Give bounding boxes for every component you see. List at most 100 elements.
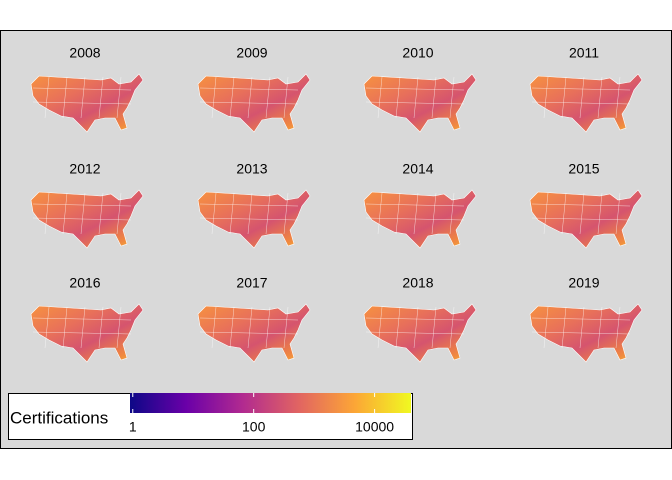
state-border	[98, 192, 104, 235]
state-border	[199, 331, 299, 335]
state-border	[80, 306, 86, 349]
panel-title: 2013	[236, 161, 267, 177]
state-border	[265, 76, 271, 119]
state-border	[247, 76, 253, 119]
colorbar-tick-label: 10000	[355, 419, 394, 435]
state-border	[199, 203, 299, 207]
state-border	[531, 217, 631, 221]
state-border	[413, 76, 419, 119]
legend-title: Certifications	[10, 408, 108, 427]
state-border	[365, 203, 465, 207]
state-border	[531, 203, 631, 207]
state-border	[431, 306, 437, 349]
state-border	[32, 217, 132, 221]
state-border	[395, 192, 401, 235]
state-border	[449, 76, 455, 119]
state-border	[199, 87, 299, 91]
colorbar	[130, 393, 411, 413]
state-border	[597, 192, 603, 235]
state-border	[44, 306, 50, 349]
state-border	[561, 306, 567, 349]
state-border	[98, 76, 104, 119]
state-border	[32, 317, 132, 321]
panel-title: 2010	[402, 45, 433, 61]
state-border	[265, 306, 271, 349]
state-border	[449, 192, 455, 235]
panel-title: 2018	[402, 275, 433, 291]
state-border	[449, 306, 455, 349]
state-border	[80, 76, 86, 119]
state-border	[531, 101, 631, 105]
panel-title: 2008	[69, 45, 100, 61]
state-border	[283, 76, 289, 119]
state-border	[597, 76, 603, 119]
state-border	[597, 306, 603, 349]
state-border	[615, 192, 621, 235]
state-border	[395, 306, 401, 349]
state-border	[116, 306, 122, 349]
state-border	[32, 331, 132, 335]
panel-title: 2017	[236, 275, 267, 291]
state-border	[561, 76, 567, 119]
state-border	[283, 306, 289, 349]
panel-title: 2016	[69, 275, 100, 291]
state-border	[80, 192, 86, 235]
state-border	[62, 76, 68, 119]
state-border	[199, 317, 299, 321]
state-border	[543, 76, 549, 119]
state-border	[431, 192, 437, 235]
state-border	[365, 87, 465, 91]
state-border	[615, 76, 621, 119]
panel-title: 2019	[568, 275, 599, 291]
state-border	[615, 306, 621, 349]
state-border	[579, 192, 585, 235]
state-border	[32, 203, 132, 207]
state-border	[247, 306, 253, 349]
state-border	[413, 192, 419, 235]
state-border	[211, 76, 217, 119]
state-border	[543, 306, 549, 349]
panel-title: 2009	[236, 45, 267, 61]
state-border	[116, 192, 122, 235]
state-border	[247, 192, 253, 235]
state-border	[395, 76, 401, 119]
state-border	[32, 101, 132, 105]
colorbar-tick-label: 100	[242, 419, 266, 435]
state-border	[98, 306, 104, 349]
state-border	[283, 192, 289, 235]
state-border	[199, 101, 299, 105]
state-border	[199, 217, 299, 221]
state-border	[377, 306, 383, 349]
panel-title: 2015	[568, 161, 599, 177]
state-border	[229, 76, 235, 119]
panel-title: 2014	[402, 161, 433, 177]
state-border	[413, 306, 419, 349]
state-border	[229, 306, 235, 349]
state-border	[62, 192, 68, 235]
colorbar-tick-label: 1	[129, 419, 137, 435]
state-border	[211, 306, 217, 349]
state-border	[365, 101, 465, 105]
panel-title: 2012	[69, 161, 100, 177]
state-border	[211, 192, 217, 235]
panels: 2008 2009 2010 2011 2012 2013 2014 2015 2016 2017…	[30, 45, 643, 363]
state-border	[531, 317, 631, 321]
state-border	[32, 87, 132, 91]
state-border	[531, 331, 631, 335]
state-border	[377, 192, 383, 235]
state-border	[431, 76, 437, 119]
state-border	[543, 192, 549, 235]
state-border	[365, 317, 465, 321]
state-border	[561, 192, 567, 235]
state-border	[377, 76, 383, 119]
panel-title: 2011	[569, 45, 599, 61]
state-border	[62, 306, 68, 349]
state-border	[579, 306, 585, 349]
state-border	[116, 76, 122, 119]
state-border	[531, 87, 631, 91]
state-border	[44, 192, 50, 235]
state-border	[579, 76, 585, 119]
state-border	[44, 76, 50, 119]
state-border	[365, 331, 465, 335]
